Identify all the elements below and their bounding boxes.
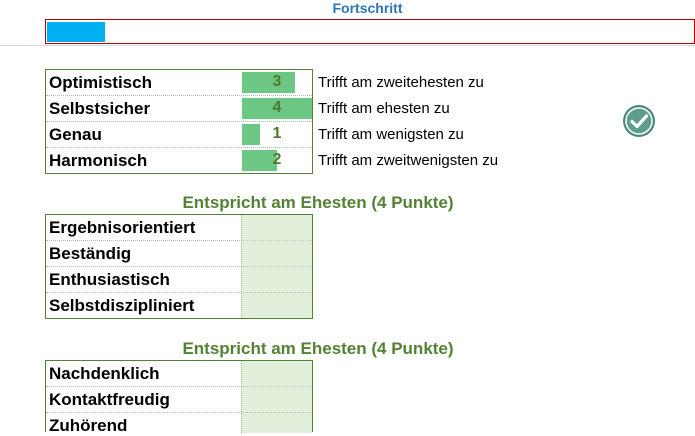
ranking-word: Optimistisch xyxy=(49,73,152,92)
word-label: Ergebnisorientiert xyxy=(49,218,196,237)
points-input-cell[interactable] xyxy=(241,361,312,386)
ranking-word: Selbstsicher xyxy=(49,99,151,118)
ranking-points-cell[interactable]: 3 xyxy=(242,70,312,95)
points-input-cell[interactable] xyxy=(241,241,312,266)
word-group-row: Nachdenklich xyxy=(46,361,312,386)
word-label: Selbstdiszipliniert xyxy=(49,296,195,315)
ranking-table: Optimistisch 3 Trifft am zweitehesten zu… xyxy=(45,69,498,174)
word-label: Zuhörend xyxy=(49,416,128,435)
ranking-points-bar xyxy=(242,150,277,171)
word-group-row: Enthusiastisch xyxy=(46,266,312,292)
word-group-row: Selbstdiszipliniert xyxy=(46,292,312,318)
ranking-row: Optimistisch 3 Trifft am zweitehesten zu xyxy=(46,70,484,95)
ranking-points-bar xyxy=(242,72,295,93)
points-input-cell[interactable] xyxy=(241,293,312,318)
ranking-points: 3 xyxy=(272,73,282,90)
section-heading: Entspricht am Ehesten (4 Punkte) xyxy=(182,193,454,212)
word-group-row: Beständig xyxy=(46,240,312,266)
ranking-description: Trifft am zweitwenigsten zu xyxy=(318,152,499,169)
progress-title: Fortschritt xyxy=(332,0,403,16)
progress-fill xyxy=(47,22,105,42)
ranking-description: Trifft am wenigsten zu xyxy=(318,126,464,143)
word-label: Beständig xyxy=(49,244,132,263)
word-group-row: Ergebnisorientiert xyxy=(46,215,312,240)
points-input-cell[interactable] xyxy=(241,387,312,412)
ranking-points-cell[interactable]: 1 xyxy=(242,122,312,147)
ranking-points-bar xyxy=(242,98,312,119)
ranking-row: Selbstsicher 4 Trifft am ehesten zu xyxy=(46,95,450,121)
ranking-row: Harmonisch 2 Trifft am zweitwenigsten zu xyxy=(46,147,498,173)
ranking-row: Genau 1 Trifft am wenigsten zu xyxy=(46,121,464,147)
ranking-description: Trifft am ehesten zu xyxy=(318,100,450,117)
ranking-points: 2 xyxy=(272,151,282,168)
word-label: Kontaktfreudig xyxy=(49,390,170,409)
ranking-points: 1 xyxy=(272,125,282,142)
ranking-description: Trifft am zweitehesten zu xyxy=(318,74,484,91)
progress-bar xyxy=(45,19,695,44)
word-group-table: Ergebnisorientiert Beständig Enthusiasti… xyxy=(45,214,313,319)
word-group-table: Nachdenklich Kontaktfreudig Zuhörend xyxy=(45,360,313,435)
ranking-points-cell[interactable]: 4 xyxy=(242,96,312,121)
check-circle-icon xyxy=(623,105,655,137)
progress-row xyxy=(0,17,695,46)
section-heading: Entspricht am Ehesten (4 Punkte) xyxy=(182,339,454,358)
points-input-cell[interactable] xyxy=(241,215,312,240)
points-input-cell[interactable] xyxy=(241,413,312,433)
word-group-row: Kontaktfreudig xyxy=(46,386,312,412)
ranking-word: Harmonisch xyxy=(49,151,148,170)
points-input-cell[interactable] xyxy=(241,267,312,292)
ranking-points-bar xyxy=(242,124,260,145)
word-label: Nachdenklich xyxy=(49,364,160,383)
ranking-word: Genau xyxy=(49,125,102,144)
word-group-row: Zuhörend xyxy=(46,412,312,435)
word-label: Enthusiastisch xyxy=(49,270,170,289)
ranking-points-cell[interactable]: 2 xyxy=(242,148,312,173)
ranking-points: 4 xyxy=(272,99,282,116)
